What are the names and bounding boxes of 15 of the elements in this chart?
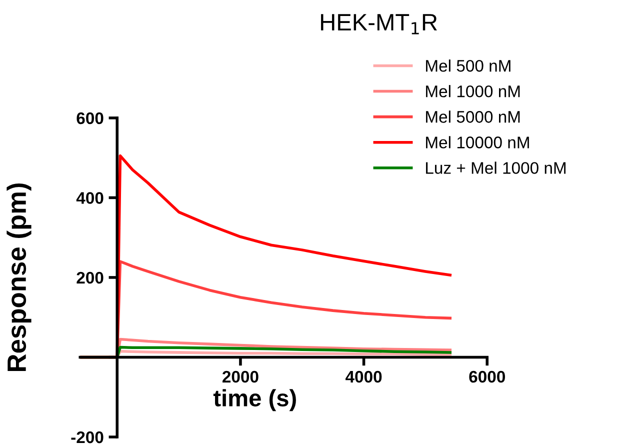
legend-label: Mel 1000 nM [426, 85, 520, 98]
legend-label: Luz + Mel 1000 nM [426, 162, 566, 174]
y-tick-label: 400 [76, 192, 104, 204]
x-axis-title: time (s) [213, 389, 296, 412]
y-tick-label: 200 [76, 272, 104, 284]
legend-label: Mel 500 nM [426, 60, 510, 72]
x-tick-label: 2000 [222, 370, 258, 383]
y-tick-label: -200 [71, 431, 104, 444]
y-axis-title: Response (pm) [6, 183, 32, 371]
chart-title: HEK-MT$_{1}$R [321, 14, 437, 34]
y-tick-label: 600 [76, 112, 104, 124]
x-tick-label: 4000 [346, 370, 382, 383]
legend-label: Mel 10000 nM [426, 136, 529, 148]
x-tick-label: 6000 [469, 370, 505, 383]
legend-label: Mel 5000 nM [426, 110, 520, 123]
